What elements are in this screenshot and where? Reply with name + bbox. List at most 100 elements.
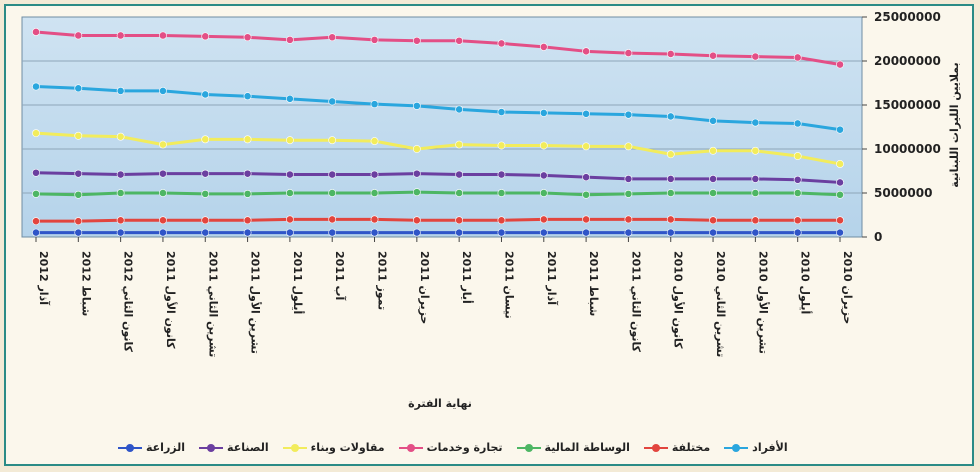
legend-swatch — [282, 443, 307, 453]
data-point — [497, 228, 506, 237]
data-point — [285, 189, 294, 197]
data-point — [116, 189, 125, 197]
legend-label: الأفراد — [752, 441, 788, 454]
x-tick-label: نيسان 2011 — [502, 251, 515, 319]
data-point — [243, 135, 252, 144]
legend-swatch — [199, 443, 224, 453]
data-point — [243, 92, 252, 101]
data-point — [412, 169, 421, 178]
data-point — [624, 228, 633, 237]
x-tick-label: آذار 2011 — [545, 251, 559, 305]
y-tick-label: 15000000 — [874, 98, 941, 112]
y-tick-label: 20000000 — [874, 54, 941, 68]
data-point — [624, 215, 633, 224]
data-point — [201, 169, 210, 178]
data-point — [285, 136, 294, 145]
x-tick-label: أيلول 2010 — [799, 251, 813, 314]
series-line — [35, 85, 841, 132]
data-point — [455, 140, 464, 149]
data-point — [539, 43, 548, 51]
data-point — [328, 189, 337, 197]
data-point — [412, 101, 421, 110]
x-tick-label: أيار 2011 — [460, 251, 474, 304]
data-point — [497, 108, 506, 116]
data-point — [328, 97, 337, 106]
data-point — [751, 175, 760, 183]
legend-item: الأفراد — [724, 441, 788, 454]
x-tick-label: أيلول 2011 — [291, 251, 305, 314]
data-point — [243, 189, 252, 198]
data-point — [74, 190, 83, 199]
data-point — [201, 189, 210, 198]
series-line — [35, 171, 841, 184]
data-point — [539, 109, 548, 117]
data-point — [624, 175, 633, 183]
data-point — [539, 189, 548, 197]
data-point — [370, 215, 379, 224]
data-point — [159, 189, 167, 197]
data-point — [582, 109, 591, 118]
data-point — [836, 125, 844, 134]
data-point — [497, 216, 506, 225]
data-point — [582, 173, 591, 182]
legend-label: الصناعة — [227, 441, 269, 454]
x-tick-label: كانون الأول 2011 — [164, 251, 178, 349]
data-point — [497, 170, 506, 179]
data-point — [201, 90, 210, 99]
data-point — [285, 35, 294, 44]
data-point — [582, 215, 591, 224]
data-point — [539, 228, 548, 237]
y-tick-label: 0 — [874, 230, 882, 244]
data-point — [539, 215, 548, 224]
data-point — [455, 189, 464, 197]
data-point — [285, 228, 294, 237]
y-tick-label: 5000000 — [874, 186, 932, 200]
data-point — [455, 228, 464, 237]
data-point — [201, 32, 210, 41]
data-point — [836, 228, 844, 237]
data-point — [285, 94, 294, 103]
data-point — [709, 189, 717, 197]
series-line — [36, 217, 840, 223]
legend-swatch — [516, 443, 541, 453]
legend-item: الوساطة المالية — [516, 441, 630, 454]
x-tick-label: حزيران 2011 — [418, 251, 431, 324]
data-point — [159, 140, 167, 149]
legend-swatch — [118, 443, 142, 453]
legend: الزراعة الصناعة مقاولات وبناء تجارة وخدمات ا… — [118, 441, 788, 454]
data-point — [201, 228, 210, 237]
plot-area — [21, 16, 863, 238]
legend-item: تجارة وخدمات — [398, 441, 503, 454]
data-point — [751, 52, 760, 61]
data-point — [412, 216, 421, 225]
data-point — [666, 228, 675, 237]
x-tick-label: تشرين الثاني 2011 — [206, 251, 219, 357]
data-point — [328, 136, 337, 145]
data-point — [74, 84, 83, 93]
x-tick-label: تشرين الثاني 2010 — [714, 251, 727, 357]
legend-item: الزراعة — [118, 441, 185, 454]
data-point — [836, 60, 844, 69]
legend-label: الزراعة — [146, 441, 186, 454]
data-point — [751, 118, 760, 127]
data-point — [74, 131, 83, 140]
data-point — [116, 228, 125, 237]
x-tick-label: تشرين الأول 2010 — [756, 251, 770, 354]
data-point — [328, 228, 337, 237]
data-point — [412, 188, 421, 197]
y-tick-label: 10000000 — [874, 142, 941, 156]
data-point — [666, 50, 675, 58]
x-tick-label: كانون الثاني 2012 — [122, 251, 135, 353]
data-point — [709, 146, 717, 155]
data-point — [32, 28, 40, 36]
x-tick-label: حزيران 2010 — [841, 251, 854, 324]
data-point — [201, 135, 210, 144]
data-point — [370, 228, 379, 237]
legend-label: الوساطة المالية — [544, 441, 630, 454]
data-point — [666, 189, 675, 197]
data-point — [32, 129, 40, 138]
x-tick-label: آذار 2012 — [37, 251, 51, 305]
data-point — [793, 119, 802, 128]
data-point — [455, 105, 464, 114]
data-point — [582, 142, 591, 151]
